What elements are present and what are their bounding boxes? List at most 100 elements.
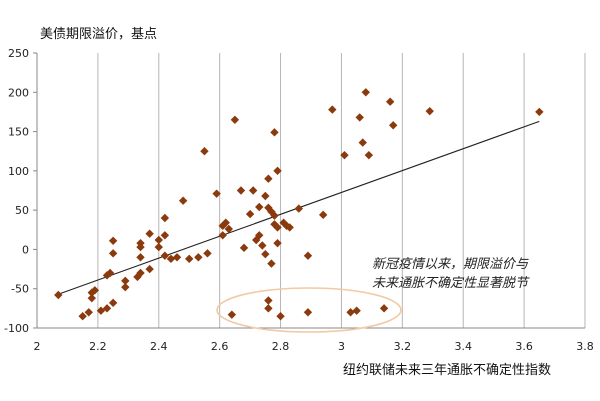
data-point [294, 204, 304, 213]
y-tick-label: 250 [8, 47, 29, 60]
data-point [355, 113, 364, 122]
axes [33, 52, 585, 329]
data-point [212, 189, 221, 198]
data-point [361, 88, 370, 97]
data-point [160, 213, 170, 223]
data-point [102, 304, 112, 313]
data-point [258, 241, 267, 250]
data-point [264, 296, 273, 305]
data-point [261, 249, 270, 259]
data-point [248, 186, 258, 195]
data-point [154, 235, 163, 245]
data-point [328, 105, 337, 114]
data-point [273, 166, 282, 176]
x-tick-label: 2 [34, 340, 41, 353]
data-point [318, 210, 328, 220]
data-point [218, 221, 227, 231]
data-point [227, 310, 237, 319]
x-tick-label: 3.2 [394, 340, 412, 353]
data-point [121, 276, 130, 286]
y-tick-labels: 250 200 150 100 50 0 -50 -100 [4, 47, 29, 335]
data-point [84, 308, 93, 317]
data-point [264, 304, 273, 313]
data-point [236, 186, 246, 195]
data-point [145, 229, 154, 238]
y-tick-label: 200 [8, 86, 29, 99]
data-point [136, 268, 145, 278]
data-point [108, 249, 118, 258]
data-point [136, 253, 145, 262]
data-point [346, 308, 355, 317]
data-point [270, 211, 279, 220]
data-point [108, 298, 118, 308]
x-tick-label: 3.8 [576, 340, 594, 353]
data-point [358, 138, 367, 147]
grid-lines [97, 53, 586, 328]
data-point [178, 196, 188, 205]
data-point [352, 306, 361, 315]
data-point [282, 221, 291, 231]
y-tick-label: 100 [8, 165, 29, 178]
x-axis-title: 纽约联储未来三年通胀不确定性指数 [343, 363, 551, 378]
data-point [273, 238, 282, 248]
data-point [255, 231, 264, 240]
data-point [154, 242, 163, 252]
x-tick-label: 2.8 [272, 340, 290, 353]
y-tick-label: -50 [11, 283, 29, 296]
data-point [385, 97, 395, 106]
data-point [270, 128, 279, 137]
annotation-line-1: 新冠疫情以来，期限溢价与 [372, 257, 529, 272]
data-point [218, 231, 227, 240]
data-point [303, 308, 313, 317]
x-tick-label: 3.6 [515, 340, 533, 353]
data-point [379, 304, 389, 313]
data-point [54, 290, 63, 300]
data-points [54, 88, 544, 321]
data-point [230, 115, 240, 124]
x-tick-label: 2.4 [150, 340, 168, 353]
data-point [78, 312, 87, 321]
data-point [364, 150, 374, 160]
data-point [121, 282, 130, 292]
data-point [389, 121, 398, 130]
data-point [285, 223, 294, 232]
data-point [172, 253, 182, 262]
y-tick-label: -100 [4, 322, 29, 335]
data-point [160, 251, 170, 260]
data-point [194, 253, 203, 262]
data-point [90, 286, 100, 295]
data-point [221, 218, 230, 227]
data-point [87, 293, 96, 303]
data-point [535, 107, 544, 117]
annotation-line-2: 未来通胀不确定性显著脱节 [372, 275, 530, 291]
data-point [185, 254, 194, 264]
highlight-ellipse [216, 287, 402, 333]
data-point [224, 224, 233, 234]
data-point [160, 231, 170, 240]
data-point [136, 238, 145, 248]
y-tick-label: 0 [22, 243, 29, 256]
x-tick-label: 3 [338, 340, 345, 353]
data-point [255, 202, 264, 212]
data-point [108, 236, 118, 245]
data-point [239, 243, 249, 253]
data-point [145, 264, 154, 274]
y-tick-label: 150 [8, 126, 29, 139]
x-tick-labels: 2 2.2 2.4 2.6 2.8 3 3.2 3.4 3.6 3.8 [34, 340, 594, 353]
data-point [166, 254, 176, 264]
x-tick-label: 3.4 [454, 340, 472, 353]
data-point [261, 191, 270, 201]
data-point [273, 223, 282, 232]
x-tick-label: 2.2 [89, 340, 107, 353]
data-point [267, 259, 276, 268]
data-point [425, 106, 434, 116]
y-tick-label: 50 [15, 204, 29, 217]
data-point [96, 306, 106, 315]
data-point [303, 251, 313, 260]
data-point [245, 209, 255, 219]
x-tick-label: 2.6 [211, 340, 229, 353]
data-point [200, 147, 209, 156]
data-point [105, 268, 115, 278]
